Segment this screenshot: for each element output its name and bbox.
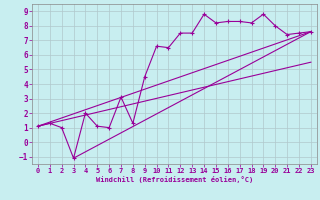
X-axis label: Windchill (Refroidissement éolien,°C): Windchill (Refroidissement éolien,°C) — [96, 176, 253, 183]
